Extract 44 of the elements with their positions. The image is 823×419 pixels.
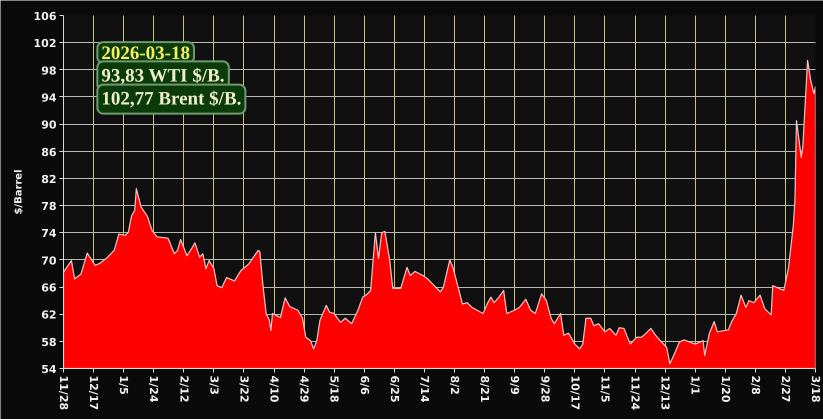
y-tick-label: 86 <box>41 146 57 159</box>
x-tick-label: 5/18 <box>328 376 341 402</box>
x-tick-label: 11/24 <box>628 376 642 410</box>
x-tick-label: 9/28 <box>538 376 552 402</box>
x-tick-label: 8/2 <box>448 376 462 395</box>
y-tick-label: 94 <box>41 91 57 104</box>
x-tick-label: 11/28 <box>57 376 70 410</box>
y-tick-label: 102 <box>34 37 57 50</box>
x-tick-label: 11/5 <box>598 376 612 402</box>
y-tick-label: 58 <box>41 336 57 349</box>
y-tick-label: 90 <box>41 118 57 132</box>
x-tick-label: 4/10 <box>268 376 281 403</box>
x-tick-label: 2/27 <box>778 376 792 402</box>
x-tick-label: 9/9 <box>508 376 522 395</box>
y-axis-title: $/Barrel <box>14 169 25 215</box>
y-tick-label: 98 <box>41 64 57 78</box>
x-tick-label: 4/29 <box>298 376 311 402</box>
x-tick-label: 1/5 <box>117 376 130 395</box>
annotation: 2026-03-18 <box>101 43 190 64</box>
y-tick-label: 62 <box>41 308 57 322</box>
x-tick-label: 1/1 <box>688 376 702 395</box>
x-tick-label: 12/13 <box>658 376 672 410</box>
annotation: 93,83 WTI $/B. <box>101 65 225 86</box>
annotation: 102,77 Brent $/B. <box>101 88 242 110</box>
x-tick-label: 12/17 <box>87 376 100 410</box>
y-tick-label: 70 <box>41 254 57 268</box>
x-tick-label: 6/25 <box>388 376 401 402</box>
y-tick-label: 54 <box>41 363 57 376</box>
x-tick-label: 1/20 <box>718 376 732 403</box>
x-tick-label: 10/17 <box>568 376 582 410</box>
x-tick-label: 3/3 <box>207 376 220 395</box>
x-tick-label: 2/8 <box>748 376 762 395</box>
x-tick-label: 2/12 <box>177 376 190 402</box>
x-tick-label: 6/6 <box>358 376 371 396</box>
x-tick-label: 8/21 <box>478 376 492 402</box>
x-tick-label: 3/18 <box>809 376 822 402</box>
y-tick-label: 78 <box>41 200 57 214</box>
y-tick-label: 74 <box>41 227 57 240</box>
y-tick-label: 66 <box>41 282 57 295</box>
y-tick-label: 106 <box>34 10 57 23</box>
x-tick-label: 3/22 <box>237 376 250 402</box>
y-tick-label: 82 <box>41 172 57 186</box>
x-tick-label: 7/14 <box>418 376 431 403</box>
x-tick-label: 1/24 <box>147 376 160 403</box>
